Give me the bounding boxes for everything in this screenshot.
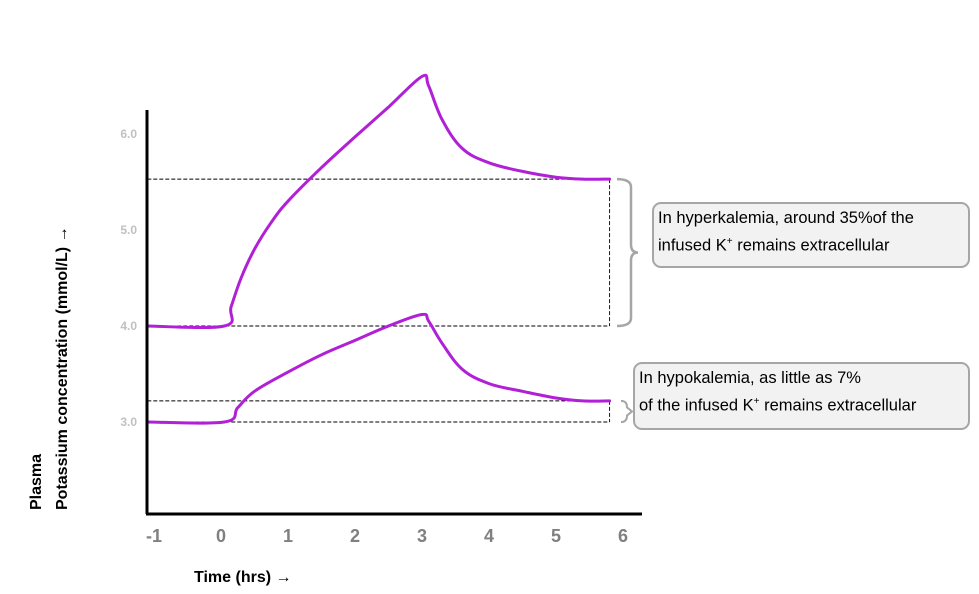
- reference-lines: [147, 178, 611, 423]
- hypokalemia-note-sup: +: [753, 396, 760, 407]
- hypokalemia-brace: [620, 399, 634, 423]
- tick-labels: -1 0 1 2 3 4 5 6 3.0 4.0 5.0 6.0: [120, 127, 628, 546]
- x-tick-label: 1: [283, 526, 293, 546]
- hyperkalemia-note-line1: In hyperkalemia, around 35%of the: [658, 209, 914, 227]
- y-tick-label: 3.0: [120, 415, 137, 429]
- hypokalemia-note-line2-post: remains extracellular: [759, 396, 917, 415]
- series-line-1: [145, 312, 612, 425]
- y-axis-label-line1: Plasma: [28, 454, 45, 510]
- series-lines: [145, 73, 612, 425]
- hyperkalemia-note-line2: infused K+ remains extracellular: [658, 230, 964, 258]
- x-tick-label: 4: [484, 526, 494, 546]
- y-tick-label: 5.0: [120, 223, 137, 237]
- hypokalemia-note: In hypokalemia, as little as 7% of the i…: [633, 362, 970, 430]
- hypokalemia-note-line2: of the infused K+ remains extracellular: [639, 390, 964, 418]
- hyperkalemia-brace: [616, 177, 639, 328]
- hyperkalemia-note: In hyperkalemia, around 35%of the infuse…: [652, 202, 970, 268]
- hyperkalemia-note-sup: +: [726, 236, 733, 247]
- x-axis-label: Time (hrs) →: [194, 569, 292, 586]
- hyperkalemia-note-line2-pre: infused K: [658, 236, 727, 255]
- series-line-0: [145, 73, 612, 330]
- x-tick-label: 2: [350, 526, 360, 546]
- hypokalemia-note-line2-pre: of the infused K: [639, 396, 754, 415]
- x-tick-label: 5: [551, 526, 561, 546]
- y-tick-label: 6.0: [120, 127, 137, 141]
- axes: [145, 110, 642, 516]
- x-tick-label: 3: [417, 526, 427, 546]
- x-tick-label: 6: [618, 526, 628, 546]
- x-tick-label: 0: [216, 526, 226, 546]
- hypokalemia-note-line1: In hypokalemia, as little as 7%: [639, 369, 861, 387]
- y-axis-label-line2: Potassium concentration (mmol/L) →: [54, 226, 71, 510]
- x-tick-label: -1: [146, 526, 162, 546]
- hyperkalemia-note-line2-post: remains extracellular: [732, 236, 890, 255]
- braces: [616, 177, 639, 423]
- y-tick-label: 4.0: [120, 319, 137, 333]
